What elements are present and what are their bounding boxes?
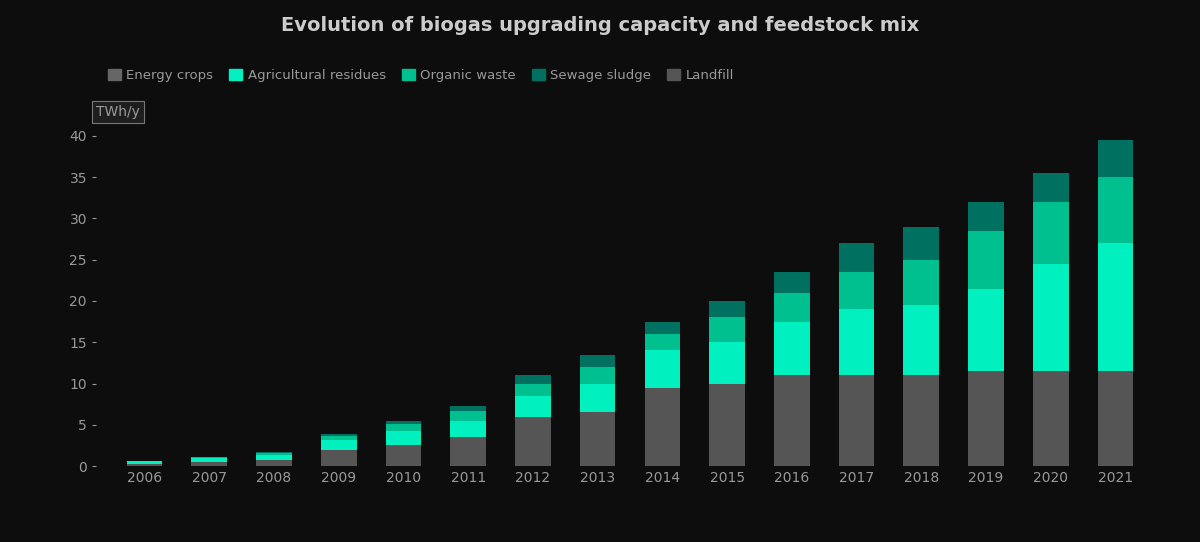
Bar [127, 463, 162, 466]
Bar [257, 453, 292, 455]
Bar [580, 384, 616, 412]
Bar [839, 309, 875, 375]
Bar [968, 288, 1004, 371]
Bar [257, 452, 292, 453]
Bar [192, 458, 227, 462]
Bar [904, 305, 940, 375]
Bar [515, 417, 551, 466]
Bar [968, 231, 1004, 288]
Bar [450, 437, 486, 466]
Bar [1033, 173, 1068, 202]
Bar [904, 375, 940, 466]
Bar [1098, 177, 1133, 243]
Text: Evolution of biogas upgrading capacity and feedstock mix: Evolution of biogas upgrading capacity a… [281, 16, 919, 35]
Bar [450, 411, 486, 421]
Bar [385, 446, 421, 466]
Bar [257, 455, 292, 460]
Bar [1033, 371, 1068, 466]
Bar [839, 375, 875, 466]
Bar [709, 384, 745, 466]
Bar [192, 457, 227, 458]
Bar [320, 440, 356, 450]
Bar [580, 412, 616, 466]
Legend: Energy crops, Agricultural residues, Organic waste, Sewage sludge, Landfill: Energy crops, Agricultural residues, Org… [102, 63, 739, 87]
Bar [709, 301, 745, 318]
Bar [709, 318, 745, 342]
Bar [904, 260, 940, 305]
Bar [774, 321, 810, 375]
Bar [1033, 202, 1068, 264]
Bar [968, 202, 1004, 231]
Bar [515, 375, 551, 384]
Bar [968, 371, 1004, 466]
Bar [1033, 264, 1068, 371]
Bar [450, 406, 486, 411]
Bar [320, 436, 356, 440]
Bar [774, 293, 810, 321]
Bar [385, 430, 421, 446]
Bar [127, 461, 162, 463]
Bar [580, 367, 616, 384]
Bar [385, 424, 421, 430]
Bar [904, 227, 940, 260]
Bar [644, 388, 680, 466]
Bar [644, 351, 680, 388]
Text: TWh/y: TWh/y [96, 105, 140, 119]
Bar [515, 384, 551, 396]
Bar [644, 321, 680, 334]
Bar [774, 272, 810, 293]
Bar [192, 462, 227, 466]
Bar [1098, 140, 1133, 177]
Bar [839, 243, 875, 272]
Bar [320, 434, 356, 436]
Bar [1098, 243, 1133, 371]
Bar [839, 272, 875, 309]
Bar [1098, 371, 1133, 466]
Bar [644, 334, 680, 351]
Bar [774, 375, 810, 466]
Bar [580, 354, 616, 367]
Bar [515, 396, 551, 417]
Bar [257, 460, 292, 466]
Bar [320, 450, 356, 466]
Bar [450, 421, 486, 437]
Bar [385, 421, 421, 424]
Bar [709, 342, 745, 384]
